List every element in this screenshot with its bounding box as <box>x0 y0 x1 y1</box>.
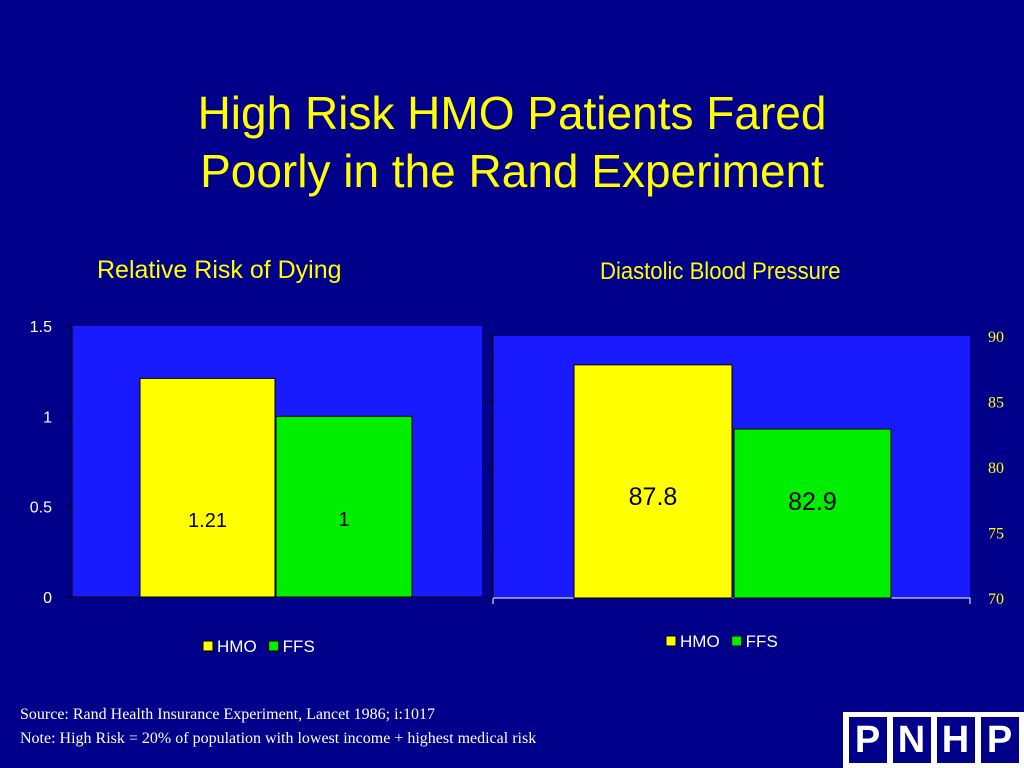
y-tick-label: 1 <box>43 409 52 426</box>
slide-title-line2: Poorly in the Rand Experiment <box>200 145 824 197</box>
chart2-title: Diastolic Blood Pressure <box>600 258 841 285</box>
y-tick-label: 85 <box>988 395 1004 412</box>
y-tick-label: 0 <box>43 590 52 607</box>
pnhp-logo: P N H P <box>843 712 1024 768</box>
legend-label: HMO <box>217 637 257 656</box>
data-label: 87.8 <box>629 483 678 511</box>
data-label: 1 <box>338 509 349 531</box>
bar-ffs <box>733 428 892 599</box>
bar-hmo <box>139 377 276 598</box>
legend-label: FFS <box>746 632 778 651</box>
source-note: Source: Rand Health Insurance Experiment… <box>20 706 435 723</box>
risk-note: Note: High Risk = 20% of population with… <box>20 730 537 747</box>
slide-title: High Risk HMO Patients Fared Poorly in t… <box>0 84 1024 200</box>
slide-title-line1: High Risk HMO Patients Fared <box>197 87 827 139</box>
logo-letter: H <box>936 717 975 763</box>
y-tick-label: 90 <box>988 329 1004 346</box>
logo-letter: P <box>848 717 887 763</box>
y-tick-label: 0.5 <box>30 500 52 517</box>
chart1-title: Relative Risk of Dying <box>97 256 342 284</box>
legend-swatch <box>731 635 743 647</box>
y-tick-label: 1.5 <box>30 319 52 336</box>
legend-swatch <box>665 635 677 647</box>
data-label: 82.9 <box>788 488 837 516</box>
legend-swatch <box>268 640 280 652</box>
bar-ffs <box>275 415 413 598</box>
legend-label: FFS <box>283 637 315 656</box>
legend-swatch <box>202 640 214 652</box>
y-tick-label: 80 <box>988 460 1004 477</box>
legend-label: HMO <box>680 632 720 651</box>
y-tick-label: 70 <box>988 591 1004 608</box>
y-tick-label: 75 <box>988 526 1004 543</box>
logo-letter: P <box>980 717 1019 763</box>
bar-hmo <box>573 364 733 599</box>
logo-letter: N <box>892 717 931 763</box>
data-label: 1.21 <box>188 510 227 532</box>
